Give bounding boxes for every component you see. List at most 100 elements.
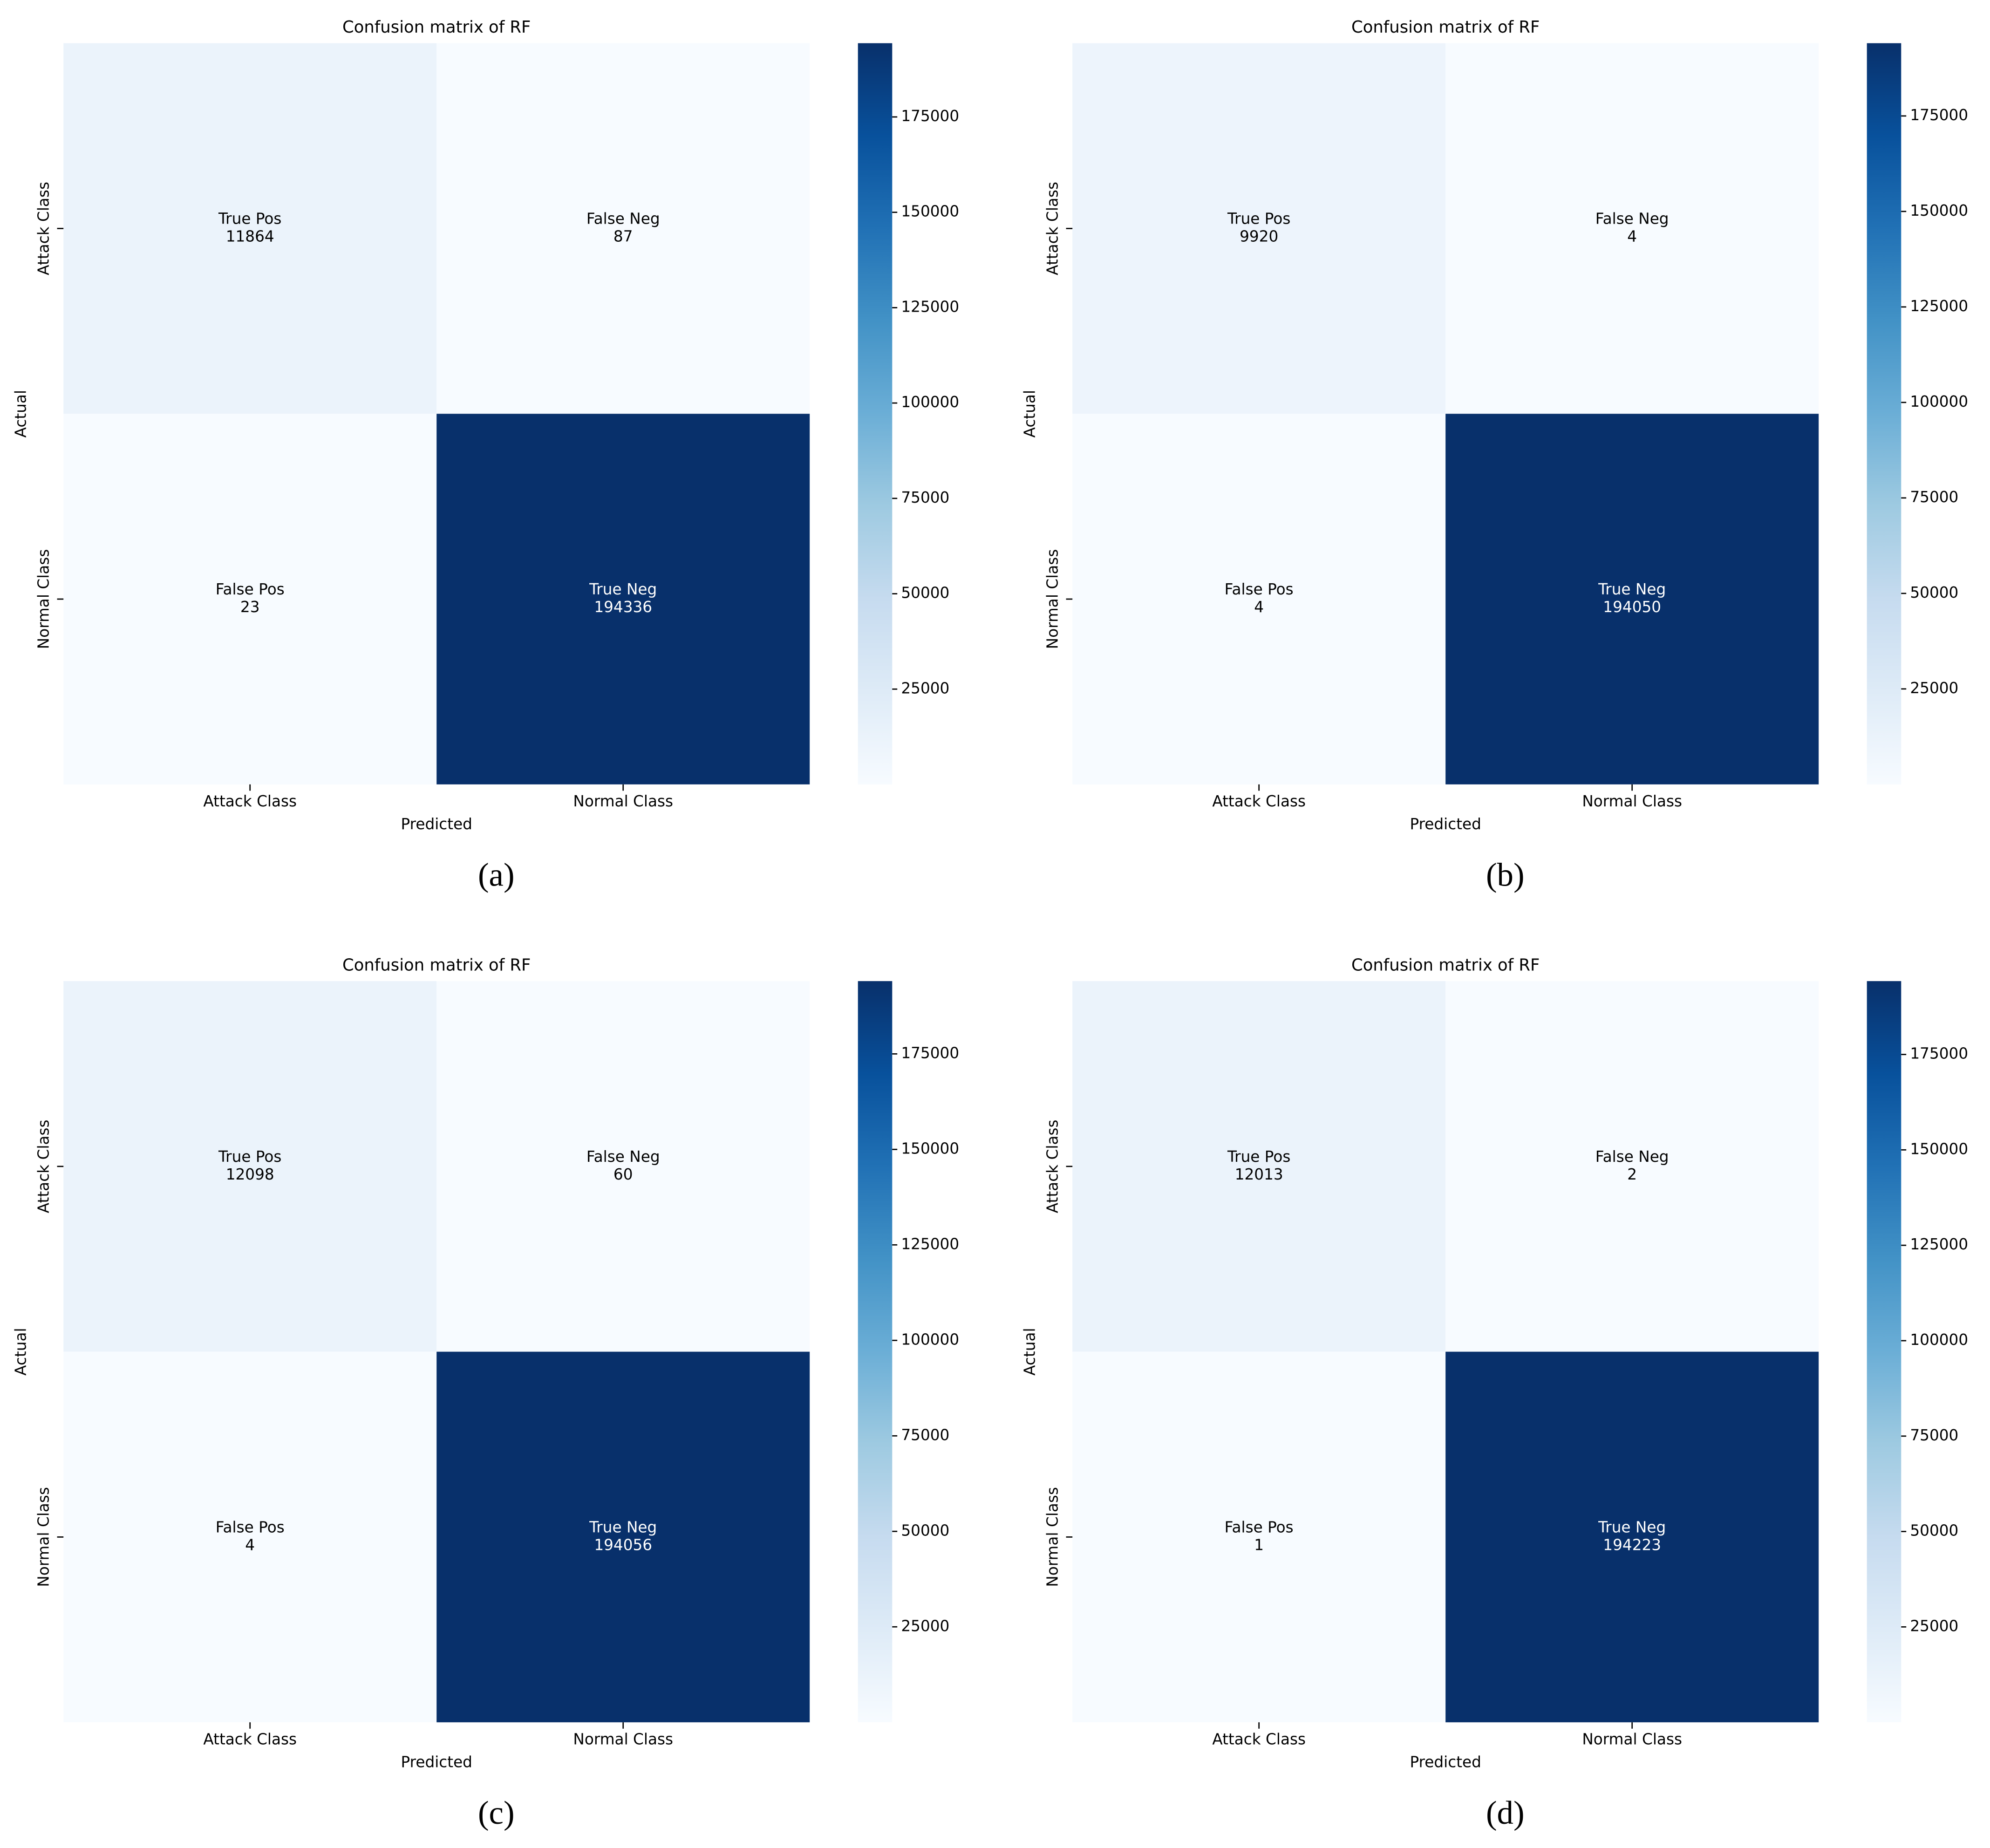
colorbar xyxy=(1867,981,1901,1723)
y-tick-label: Attack Class xyxy=(1043,1120,1061,1214)
panel-caption: (d) xyxy=(1486,1795,1525,1831)
x-tick-label: Normal Class xyxy=(573,792,673,810)
cell-name: False Pos xyxy=(1225,580,1294,598)
heatmap-cell xyxy=(63,981,437,1352)
colorbar-tick-label: 50000 xyxy=(1910,584,1958,601)
cell-value: 194223 xyxy=(1603,1536,1661,1554)
cell-name: False Pos xyxy=(216,1518,285,1536)
cell-value: 2 xyxy=(1627,1166,1637,1183)
y-tick-label: Normal Class xyxy=(34,549,52,649)
colorbar-tick-label: 100000 xyxy=(901,393,959,411)
heatmap-cell xyxy=(1445,1351,1819,1723)
x-tick-label: Attack Class xyxy=(203,1730,297,1748)
colorbar-tick-label: 25000 xyxy=(901,1617,949,1635)
heatmap-cell xyxy=(436,414,810,784)
cell-value: 9920 xyxy=(1240,228,1278,245)
cell-value: 23 xyxy=(240,598,260,616)
cell-value: 4 xyxy=(245,1536,255,1554)
y-tick-label: Attack Class xyxy=(34,1120,52,1214)
cell-value: 12098 xyxy=(226,1166,274,1183)
colorbar-tick-label: 100000 xyxy=(1910,393,1968,410)
colorbar-tick-label: 75000 xyxy=(901,1426,949,1444)
y-axis-label: Actual xyxy=(12,390,29,437)
chart-title: Confusion matrix of RF xyxy=(1351,955,1540,975)
colorbar-tick-label: 100000 xyxy=(1910,1331,1968,1349)
heatmap-cell xyxy=(436,981,810,1352)
colorbar-tick-label: 100000 xyxy=(901,1330,959,1348)
colorbar-tick-label: 175000 xyxy=(1910,106,1968,124)
cell-name: False Neg xyxy=(586,210,660,227)
colorbar-tick-label: 175000 xyxy=(901,107,959,125)
x-axis-label: Predicted xyxy=(401,815,472,833)
colorbar-tick-label: 25000 xyxy=(901,679,949,697)
colorbar-tick-label: 150000 xyxy=(1910,1140,1968,1158)
heatmap-cell xyxy=(63,43,437,414)
cell-name: False Neg xyxy=(586,1148,660,1166)
cell-name: True Pos xyxy=(218,210,281,227)
y-tick-label: Normal Class xyxy=(1043,549,1061,649)
panel-caption: (a) xyxy=(478,857,515,893)
heatmap-cell xyxy=(1445,43,1819,414)
chart-title: Confusion matrix of RF xyxy=(1351,18,1540,37)
cell-value: 4 xyxy=(1254,598,1264,616)
cell-name: True Neg xyxy=(589,1518,657,1536)
y-tick-label: Attack Class xyxy=(1043,182,1061,275)
x-tick-label: Attack Class xyxy=(203,792,297,810)
colorbar-tick-label: 150000 xyxy=(901,203,959,220)
y-axis-label: Actual xyxy=(1021,390,1038,437)
colorbar-tick-label: 125000 xyxy=(901,1235,959,1253)
x-axis-label: Predicted xyxy=(1410,1753,1481,1771)
heatmap-cell xyxy=(1072,43,1446,414)
colorbar xyxy=(1867,43,1901,784)
cell-name: False Neg xyxy=(1595,210,1669,227)
y-axis-label: Actual xyxy=(1021,1328,1038,1375)
cell-value: 11864 xyxy=(226,228,274,245)
colorbar-tick-label: 50000 xyxy=(901,584,949,602)
x-axis-label: Predicted xyxy=(401,1753,472,1771)
panel-caption: (c) xyxy=(478,1795,515,1831)
chart-title: Confusion matrix of RF xyxy=(342,18,531,37)
colorbar-tick-label: 75000 xyxy=(1910,488,1958,506)
colorbar-tick-label: 125000 xyxy=(1910,1235,1968,1253)
y-tick-label: Normal Class xyxy=(34,1487,52,1587)
heatmap-cell xyxy=(436,1351,810,1723)
x-axis-label: Predicted xyxy=(1410,815,1481,833)
cell-name: True Neg xyxy=(589,580,657,598)
cell-name: False Pos xyxy=(1225,1518,1294,1536)
colorbar-tick-label: 50000 xyxy=(1910,1522,1958,1540)
x-tick-label: Normal Class xyxy=(573,1730,673,1748)
cell-name: True Pos xyxy=(218,1148,281,1166)
colorbar-tick-label: 25000 xyxy=(1910,1617,1958,1635)
cell-name: True Neg xyxy=(1598,580,1666,598)
colorbar xyxy=(858,43,893,784)
heatmap-cell xyxy=(63,1351,437,1723)
colorbar-tick-label: 75000 xyxy=(901,489,949,506)
y-tick-label: Attack Class xyxy=(34,182,52,275)
colorbar-tick-label: 125000 xyxy=(1910,297,1968,315)
panel-caption: (b) xyxy=(1486,857,1525,893)
colorbar-tick-label: 50000 xyxy=(901,1521,949,1539)
cell-value: 194050 xyxy=(1603,598,1661,616)
cell-value: 87 xyxy=(613,228,633,245)
x-tick-label: Attack Class xyxy=(1212,792,1306,810)
colorbar-tick-label: 175000 xyxy=(901,1044,959,1062)
heatmap-cell xyxy=(1072,1351,1446,1723)
colorbar-tick-label: 25000 xyxy=(1910,679,1958,697)
x-tick-label: Normal Class xyxy=(1582,792,1682,810)
cell-value: 60 xyxy=(613,1166,633,1183)
heatmap-cell xyxy=(436,43,810,414)
colorbar-tick-label: 125000 xyxy=(901,298,959,315)
x-tick-label: Normal Class xyxy=(1582,1730,1682,1748)
colorbar-tick-label: 75000 xyxy=(1910,1426,1958,1444)
cell-value: 194056 xyxy=(594,1536,652,1554)
cell-name: True Neg xyxy=(1598,1518,1666,1536)
cell-value: 1 xyxy=(1254,1536,1264,1554)
y-axis-label: Actual xyxy=(12,1328,29,1375)
colorbar-tick-label: 150000 xyxy=(901,1139,959,1157)
cell-value: 194336 xyxy=(594,598,652,616)
